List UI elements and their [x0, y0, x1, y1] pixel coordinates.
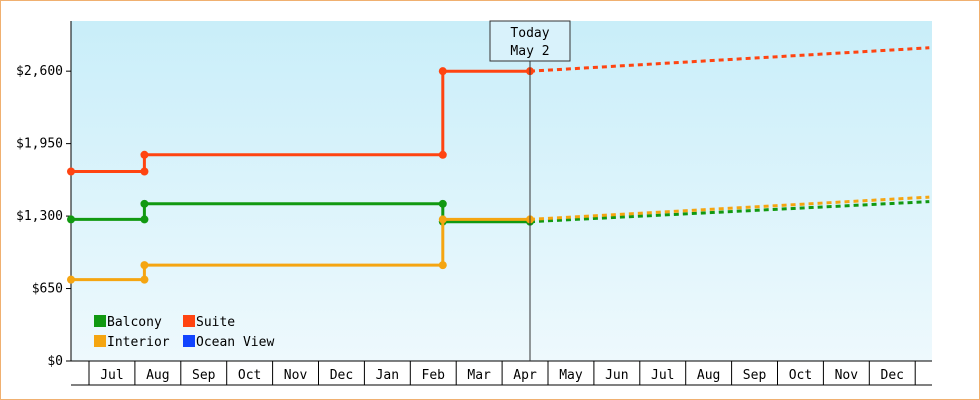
today-box [489, 20, 571, 62]
series-line-0 [71, 202, 530, 224]
data-point [140, 199, 149, 208]
x-tick-label: Nov [835, 368, 859, 383]
x-tick-label: Sep [743, 368, 767, 383]
x-tick-label: Apr [513, 368, 537, 383]
legend-label: Balcony [107, 315, 162, 330]
x-tick-label: Nov [284, 368, 308, 383]
data-point [438, 67, 447, 76]
data-point [67, 275, 75, 284]
data-point [438, 215, 447, 224]
y-tick-label: $2,600 [16, 64, 63, 79]
legend-swatch [183, 335, 195, 347]
y-tick-label: $0 [47, 354, 63, 369]
today-date: May 2 [510, 44, 549, 59]
x-tick-label: Oct [238, 368, 261, 383]
x-tick-label: May [559, 368, 583, 383]
x-tick-label: Jul [100, 368, 123, 383]
x-tick-label: Aug [146, 368, 169, 383]
data-point [438, 150, 447, 159]
today-label: Today [510, 26, 549, 41]
x-tick-label: Mar [467, 368, 491, 383]
x-tick-label: Sep [192, 368, 216, 383]
x-tick-label: Jan [376, 368, 399, 383]
data-point [438, 199, 447, 208]
x-tick-label: Jun [605, 368, 628, 383]
y-tick-label: $1,300 [16, 209, 63, 224]
plot-background [71, 21, 932, 361]
data-point [140, 167, 149, 176]
y-tick-label: $1,950 [16, 137, 63, 152]
legend-swatch [183, 315, 195, 327]
x-tick-label: Dec [881, 368, 904, 383]
data-point [140, 215, 149, 224]
forecast-line-1 [529, 46, 930, 73]
legend-swatch [94, 315, 106, 327]
data-point [140, 150, 149, 159]
legend-label: Ocean View [196, 335, 274, 350]
series-line-2 [71, 217, 530, 282]
legend-label: Interior [107, 335, 170, 350]
x-tick-label: Jul [651, 368, 674, 383]
data-point [140, 275, 149, 284]
x-tick-label: Feb [422, 368, 446, 383]
data-point [67, 167, 75, 176]
data-point [438, 261, 447, 270]
legend-swatch [94, 335, 106, 347]
x-tick-label: Oct [789, 368, 812, 383]
series-line-1 [71, 69, 530, 173]
x-tick-label: Aug [697, 368, 720, 383]
forecast-line-0 [529, 200, 930, 224]
data-point [140, 261, 149, 270]
y-tick-label: $650 [32, 282, 63, 297]
data-point [67, 215, 75, 224]
x-tick-label: Dec [330, 368, 353, 383]
legend-label: Suite [196, 315, 235, 330]
forecast-line-2 [529, 195, 930, 221]
